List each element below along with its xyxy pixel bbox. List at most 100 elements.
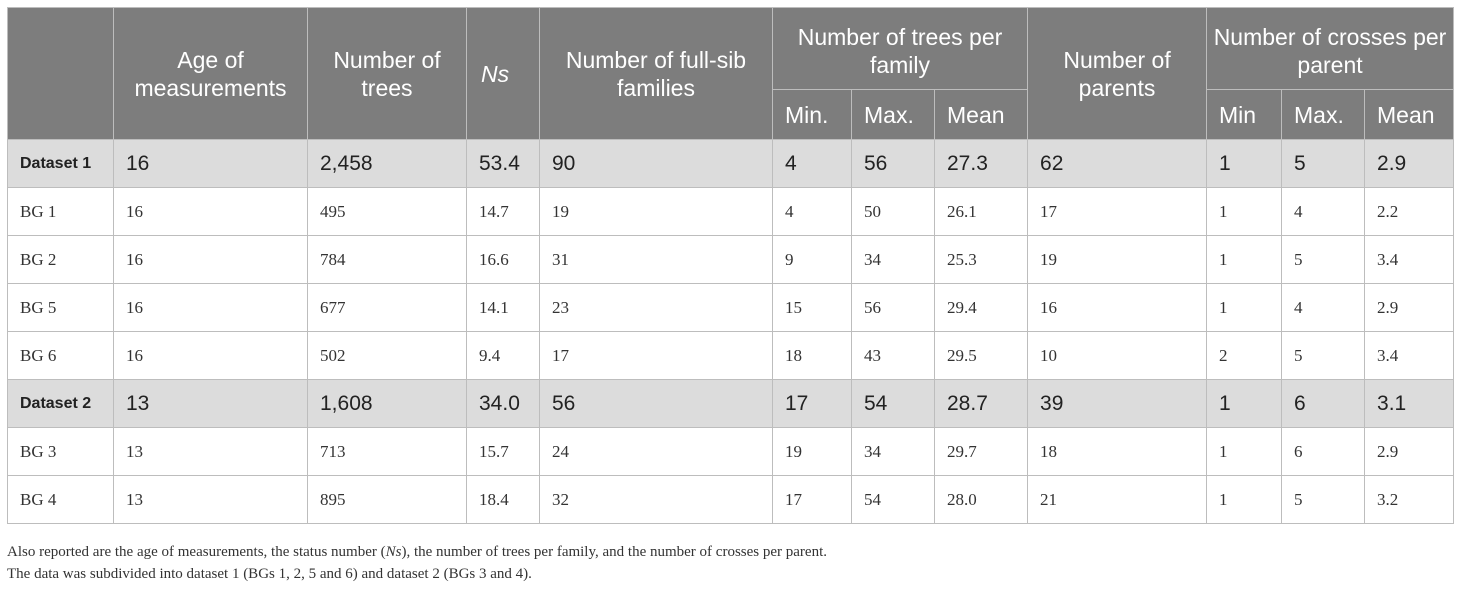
cell-trees: 677: [307, 283, 467, 332]
table-row: Dataset 1 16 2,458 53.4 90 4 56 27.3 62 1 5 2.9: [7, 139, 1455, 188]
cell-cpp-max: 4: [1281, 283, 1366, 332]
header-tpf-mean: Mean: [933, 89, 1029, 140]
cell-cpp-max: 5: [1281, 475, 1366, 524]
cell-age: 13: [113, 475, 308, 524]
cell-tpf-mean: 29.4: [933, 283, 1029, 332]
cell-tpf-min: 17: [772, 475, 852, 524]
cell-age: 16: [113, 283, 308, 332]
cell-trees: 2,458: [307, 139, 467, 188]
table-row: BG 2 16 784 16.6 31 9 34 25.3 19 1 5 3.4: [7, 235, 1455, 284]
cell-parents: 62: [1027, 139, 1208, 188]
cell-tpf-max: 54: [851, 475, 935, 524]
cell-tpf-mean: 28.0: [933, 475, 1029, 524]
table-row: BG 6 16 502 9.4 17 18 43 29.5 10 2 5 3.4: [7, 331, 1455, 380]
cell-tpf-mean: 26.1: [933, 187, 1029, 236]
cell-ns: 18.4: [466, 475, 540, 524]
cell-parents: 21: [1027, 475, 1208, 524]
header-blank: [7, 7, 114, 140]
cell-cpp-mean: 2.9: [1364, 427, 1455, 476]
header-tpf-min: Min.: [772, 89, 852, 140]
row-label: BG 2: [7, 235, 114, 284]
cell-cpp-min: 1: [1206, 283, 1283, 332]
cell-cpp-mean: 2.9: [1364, 139, 1455, 188]
table-body: Dataset 1 16 2,458 53.4 90 4 56 27.3 62 1 5 2.9 BG 1…: [7, 139, 1455, 524]
cell-tpf-mean: 29.5: [933, 331, 1029, 380]
header-tpf-max: Max.: [851, 89, 935, 140]
cell-tpf-min: 15: [772, 283, 852, 332]
footnote-1-ns: Ns: [385, 544, 402, 560]
cell-parents: 39: [1027, 379, 1208, 428]
header-families: Number of full-sib families: [539, 7, 773, 140]
cell-cpp-min: 1: [1206, 427, 1283, 476]
header-parents: Number of parents: [1027, 7, 1208, 140]
cell-cpp-mean: 2.9: [1364, 283, 1455, 332]
cell-trees: 895: [307, 475, 467, 524]
cell-tpf-mean: 25.3: [933, 235, 1029, 284]
cell-tpf-max: 50: [851, 187, 935, 236]
table-header: Age of measurements Number of trees Ns N…: [7, 7, 1455, 140]
row-label: Dataset 2: [7, 379, 114, 428]
cell-families: 24: [539, 427, 773, 476]
cell-ns: 9.4: [466, 331, 540, 380]
table-footnotes: Also reported are the age of measurement…: [7, 541, 827, 585]
cell-ns: 14.7: [466, 187, 540, 236]
footnote-1-text-b: ), the number of trees per family, and t…: [401, 544, 828, 560]
cell-cpp-max: 6: [1281, 379, 1366, 428]
cell-ns: 16.6: [466, 235, 540, 284]
cell-cpp-mean: 2.2: [1364, 187, 1455, 236]
header-cpp-mean: Mean: [1364, 89, 1455, 140]
cell-trees: 713: [307, 427, 467, 476]
row-label: BG 1: [7, 187, 114, 236]
cell-families: 17: [539, 331, 773, 380]
cell-tpf-min: 4: [772, 139, 852, 188]
table-row: Dataset 2 13 1,608 34.0 56 17 54 28.7 39 1 6 3.1: [7, 379, 1455, 428]
cell-cpp-max: 5: [1281, 235, 1366, 284]
cell-tpf-max: 43: [851, 331, 935, 380]
cell-trees: 495: [307, 187, 467, 236]
header-ns: Ns: [466, 7, 540, 140]
cell-families: 56: [539, 379, 773, 428]
cell-tpf-min: 9: [772, 235, 852, 284]
cell-parents: 18: [1027, 427, 1208, 476]
row-label: BG 3: [7, 427, 114, 476]
header-age: Age of measurements: [113, 7, 308, 140]
cell-tpf-min: 18: [772, 331, 852, 380]
cell-tpf-min: 19: [772, 427, 852, 476]
cell-cpp-min: 2: [1206, 331, 1283, 380]
cell-tpf-max: 56: [851, 283, 935, 332]
cell-trees: 1,608: [307, 379, 467, 428]
header-cpp-max: Max.: [1281, 89, 1366, 140]
cell-cpp-min: 1: [1206, 475, 1283, 524]
header-trees: Number of trees: [307, 7, 467, 140]
header-cpp-min: Min: [1206, 89, 1283, 140]
cell-ns: 34.0: [466, 379, 540, 428]
cell-families: 90: [539, 139, 773, 188]
cell-trees: 784: [307, 235, 467, 284]
cell-families: 32: [539, 475, 773, 524]
cell-age: 16: [113, 235, 308, 284]
table-row: BG 3 13 713 15.7 24 19 34 29.7 18 1 6 2.9: [7, 427, 1455, 476]
cell-cpp-max: 6: [1281, 427, 1366, 476]
cell-cpp-mean: 3.1: [1364, 379, 1455, 428]
cell-ns: 15.7: [466, 427, 540, 476]
cell-age: 16: [113, 187, 308, 236]
cell-tpf-max: 56: [851, 139, 935, 188]
cell-parents: 16: [1027, 283, 1208, 332]
cell-tpf-min: 4: [772, 187, 852, 236]
cell-age: 16: [113, 139, 308, 188]
footnote-1-text-a: Also reported are the age of measurement…: [7, 544, 386, 560]
cell-cpp-min: 1: [1206, 235, 1283, 284]
cell-age: 16: [113, 331, 308, 380]
cell-families: 19: [539, 187, 773, 236]
cell-age: 13: [113, 379, 308, 428]
row-label: BG 5: [7, 283, 114, 332]
footnote-1: Also reported are the age of measurement…: [7, 541, 827, 563]
cell-tpf-min: 17: [772, 379, 852, 428]
cell-age: 13: [113, 427, 308, 476]
cell-tpf-mean: 29.7: [933, 427, 1029, 476]
table-row: BG 5 16 677 14.1 23 15 56 29.4 16 1 4 2.9: [7, 283, 1455, 332]
cell-tpf-max: 34: [851, 235, 935, 284]
header-crosses-per-parent: Number of crosses per parent: [1206, 7, 1455, 90]
data-table: Age of measurements Number of trees Ns N…: [7, 7, 1455, 524]
cell-cpp-mean: 3.2: [1364, 475, 1455, 524]
